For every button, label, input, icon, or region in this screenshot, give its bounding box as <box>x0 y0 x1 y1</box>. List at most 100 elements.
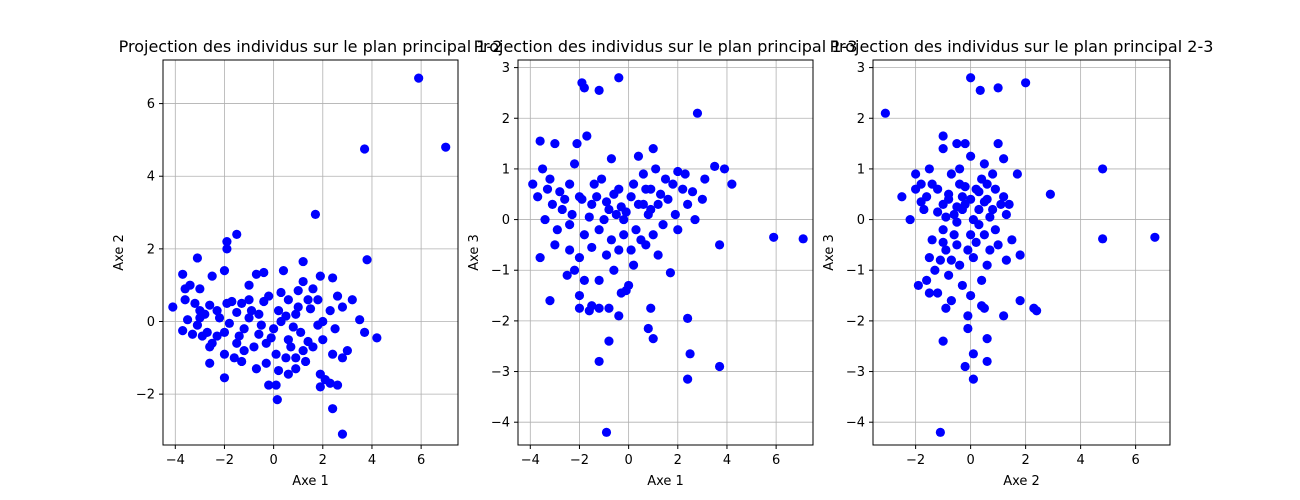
data-point <box>550 138 560 149</box>
data-point <box>614 311 624 321</box>
x-tick-label: −2 <box>570 453 589 468</box>
data-point <box>237 356 247 367</box>
data-point <box>601 427 612 437</box>
data-point <box>952 202 962 212</box>
data-point <box>273 306 284 316</box>
data-point <box>911 184 921 194</box>
data-point <box>579 275 589 285</box>
data-point <box>719 164 730 174</box>
data-point <box>619 214 629 225</box>
data-point <box>584 212 594 222</box>
data-point <box>332 291 343 301</box>
data-point <box>565 245 575 255</box>
data-point <box>683 374 693 384</box>
data-point <box>180 295 190 305</box>
data-point <box>537 164 548 174</box>
data-point <box>325 306 335 316</box>
data-point <box>303 295 313 305</box>
data-point <box>897 192 907 202</box>
grid <box>518 60 813 445</box>
data-point <box>643 209 653 220</box>
data-point <box>565 220 575 230</box>
data-point <box>979 197 989 207</box>
data-point <box>913 280 923 291</box>
data-point <box>658 220 668 230</box>
data-point <box>244 313 254 323</box>
data-point <box>927 235 937 245</box>
data-point <box>685 349 695 359</box>
data-point <box>643 323 653 334</box>
data-point <box>880 108 890 118</box>
data-point <box>182 315 193 325</box>
data-point <box>1098 234 1108 244</box>
data-point <box>293 286 303 296</box>
data-point <box>960 361 970 372</box>
data-point <box>342 345 352 356</box>
data-point <box>222 237 232 247</box>
data-point <box>414 73 424 83</box>
data-point <box>237 298 247 308</box>
data-point <box>678 184 688 194</box>
data-point <box>628 179 639 189</box>
data-point <box>941 303 951 313</box>
data-point <box>332 380 343 390</box>
x-tick-label: 2 <box>674 453 682 468</box>
data-point <box>259 267 269 278</box>
data-point <box>596 174 607 184</box>
data-point <box>941 245 951 255</box>
y-tick-label: −4 <box>846 416 865 431</box>
data-point <box>219 373 230 383</box>
data-point <box>219 349 230 359</box>
scatter-panel-2-3: Axe 2 Axe 3 −2 0 2 4 6 −4 −3 −2 −1 0 1 2 3 Projection… <box>822 37 1213 489</box>
data-point <box>224 318 234 328</box>
data-point <box>281 353 291 363</box>
data-point <box>938 237 948 247</box>
data-point <box>769 232 779 242</box>
data-point <box>291 364 301 374</box>
data-point <box>273 365 284 376</box>
x-tick-label: −2 <box>906 453 925 468</box>
data-point <box>214 313 225 323</box>
data-point <box>1150 232 1160 242</box>
data-point <box>966 230 976 240</box>
data-point <box>922 192 932 202</box>
data-point <box>988 169 998 179</box>
data-point <box>318 316 328 327</box>
data-point <box>601 250 612 260</box>
data-point <box>359 327 370 338</box>
data-point <box>673 225 683 235</box>
data-point <box>318 335 328 345</box>
data-point <box>565 179 575 189</box>
data-point <box>905 214 915 225</box>
data-point <box>256 320 266 330</box>
data-point <box>337 353 348 363</box>
data-point <box>359 144 370 154</box>
x-tick-label: 4 <box>723 453 731 468</box>
data-point <box>966 194 976 204</box>
data-point <box>798 234 808 244</box>
data-point <box>599 214 609 225</box>
data-point <box>982 260 992 270</box>
data-point <box>1032 306 1042 316</box>
data-point <box>933 207 943 217</box>
y-tick-label: 2 <box>147 242 155 257</box>
grid <box>163 60 458 445</box>
data-point <box>690 214 700 225</box>
x-axis-label: Axe 2 <box>1003 474 1040 489</box>
data-point <box>249 342 259 352</box>
data-point <box>308 284 318 294</box>
data-point <box>567 209 577 220</box>
data-point <box>579 83 589 93</box>
data-point <box>291 353 301 363</box>
data-point <box>545 174 555 184</box>
data-point <box>528 179 538 189</box>
y-tick-label: 2 <box>502 112 510 127</box>
data-point <box>944 270 954 280</box>
data-point <box>960 138 970 149</box>
data-point <box>269 324 279 334</box>
data-point <box>982 179 992 189</box>
data-point <box>533 192 543 202</box>
data-point <box>569 159 580 169</box>
x-tick-label: 6 <box>417 453 425 468</box>
data-point <box>683 199 693 209</box>
